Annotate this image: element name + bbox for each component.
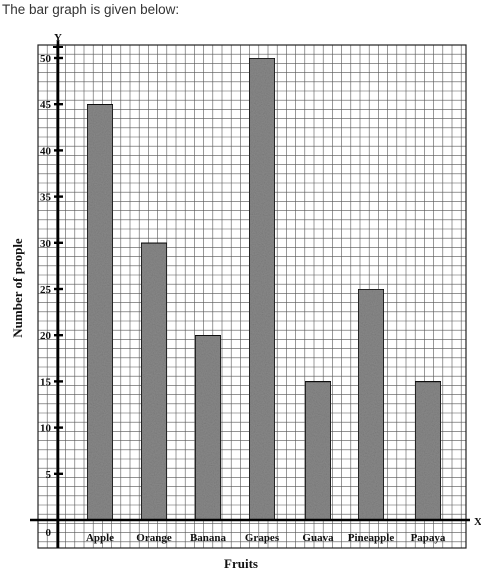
x-axis-title: Fruits [224, 556, 258, 571]
y-tick-label: 35 [40, 192, 52, 204]
y-tick-label: 20 [40, 330, 52, 342]
y-tick-label: 30 [40, 238, 52, 250]
x-tick-label-grapes: Grapes [245, 532, 280, 544]
x-tick-label-banana: Banana [190, 532, 227, 544]
bar-apple [86, 103, 114, 521]
y-tick-label: 45 [40, 99, 52, 111]
bar-papaya [414, 380, 442, 521]
x-tick-label-pineapple: Pineapple [348, 532, 395, 544]
x-tick-label-apple: Apple [86, 532, 114, 544]
bar-banana [194, 334, 222, 521]
bar-orange [140, 242, 168, 521]
axes [30, 41, 470, 548]
bars [86, 57, 442, 521]
intro-text: The bar graph is given below: [2, 2, 180, 17]
y-tick-label: 25 [40, 284, 52, 296]
x-tick-label-guava: Guava [302, 532, 334, 544]
y-axis-title: Number of people [10, 238, 25, 338]
y-tick-label: 5 [46, 469, 52, 481]
x-axis-letter: X [474, 516, 481, 528]
y-tick-label: 10 [40, 423, 52, 435]
grid-border [37, 44, 467, 549]
labels: 5 10 15 20 25 30 35 40 45 50 0 Y X Apple Orange Banana G… [10, 32, 481, 571]
x-tick-label-orange: Orange [136, 532, 172, 544]
bar-guava [304, 380, 332, 521]
x-tick-label-papaya: Papaya [411, 532, 446, 544]
origin-label: 0 [46, 527, 52, 539]
bar-grapes [248, 57, 276, 521]
y-tick-label: 50 [40, 53, 52, 65]
y-tick-label: 15 [40, 376, 52, 388]
bar-pineapple [357, 288, 385, 521]
y-axis-letter: Y [54, 32, 62, 44]
y-tick-label: 40 [40, 145, 52, 157]
